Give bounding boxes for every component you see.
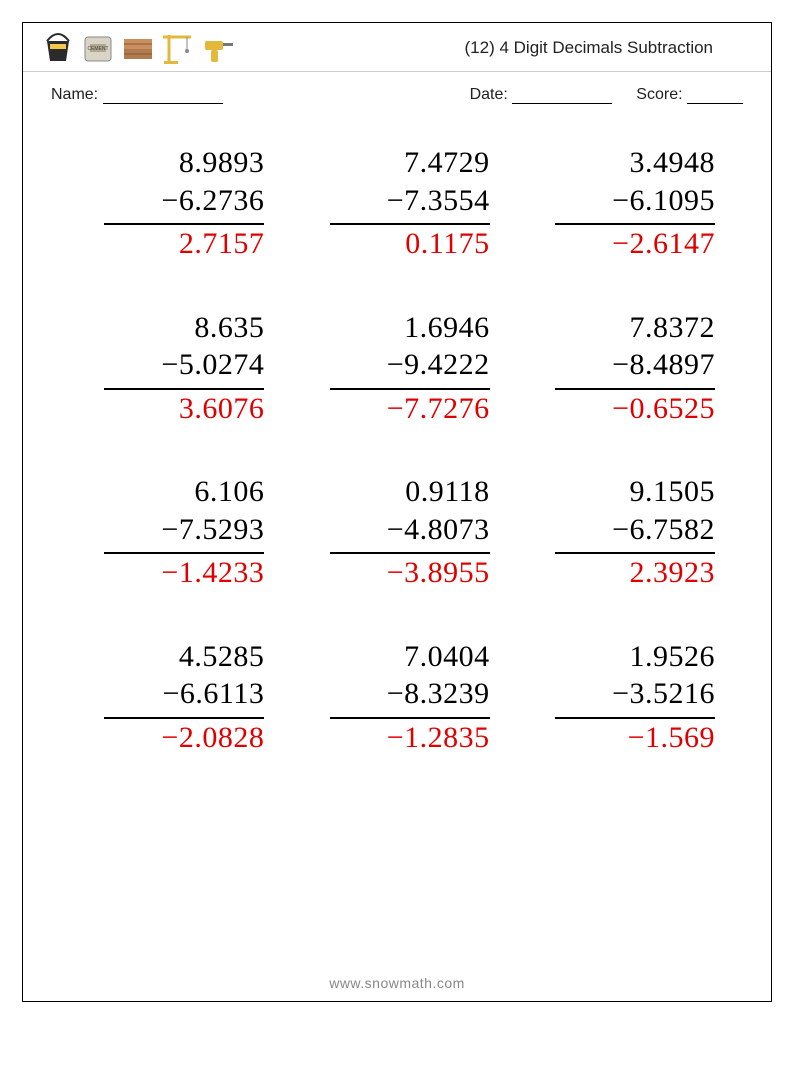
name-field: Name: [51,86,223,104]
cement-icon: CEMENT [81,31,115,65]
worksheet-header: CEMENT (12) 4 Digit Decimals Subtraction [23,23,771,72]
date-label: Date: [470,86,508,103]
result: 2.7157 [104,225,264,263]
operand-1: 7.4729 [330,144,490,182]
result: −0.6525 [555,390,715,428]
operand-1: 7.8372 [555,309,715,347]
header-icons: CEMENT [41,31,235,65]
operand-2: −3.5216 [555,675,715,713]
operand-2: −7.3554 [330,182,490,220]
problem-11: 7.0404−8.3239 −1.2835 [304,638,489,757]
result: 3.6076 [104,390,264,428]
problem-1: 8.9893−6.2736 2.7157 [79,144,264,263]
problem-3: 3.4948−6.1095 −2.6147 [530,144,715,263]
operand-2: −8.3239 [330,675,490,713]
footer-url: www.snowmath.com [23,975,771,991]
score-label: Score: [636,86,682,103]
operand-1: 9.1505 [555,473,715,511]
operand-1: 1.6946 [330,309,490,347]
operand-1: 7.0404 [330,638,490,676]
problem-4: 8.635−5.0274 3.6076 [79,309,264,428]
operand-2: −5.0274 [104,346,264,384]
operand-1: 3.4948 [555,144,715,182]
operand-2: −6.1095 [555,182,715,220]
result: −1.569 [555,719,715,757]
operand-2: −6.7582 [555,511,715,549]
worksheet-meta: Name: Date: Score: [23,72,771,104]
result: −2.6147 [555,225,715,263]
result: −1.4233 [104,554,264,592]
svg-text:CEMENT: CEMENT [87,46,108,52]
score-field: Score: [636,86,743,104]
result: −2.0828 [104,719,264,757]
operand-2: −9.4222 [330,346,490,384]
problem-9: 9.1505−6.7582 2.3923 [530,473,715,592]
operand-2: −8.4897 [555,346,715,384]
operand-1: 6.106 [104,473,264,511]
problem-8: 0.9118−4.8073 −3.8955 [304,473,489,592]
date-field: Date: [470,86,613,104]
name-label: Name: [51,86,98,103]
wood-icon [121,31,155,65]
result: −7.7276 [330,390,490,428]
operand-1: 8.635 [104,309,264,347]
result: −3.8955 [330,554,490,592]
name-blank[interactable] [103,89,223,104]
problems-grid: 8.9893−6.2736 2.7157 7.4729−7.3554 0.1175 3.… [23,104,771,756]
operand-2: −7.5293 [104,511,264,549]
problem-2: 7.4729−7.3554 0.1175 [304,144,489,263]
problem-7: 6.106−7.5293 −1.4233 [79,473,264,592]
date-blank[interactable] [512,89,612,104]
operand-1: 8.9893 [104,144,264,182]
problem-12: 1.9526−3.5216 −1.569 [530,638,715,757]
result: 2.3923 [555,554,715,592]
problem-6: 7.8372−8.4897 −0.6525 [530,309,715,428]
operand-1: 0.9118 [330,473,490,511]
operand-1: 4.5285 [104,638,264,676]
result: 0.1175 [330,225,490,263]
drill-icon [201,31,235,65]
result: −1.2835 [330,719,490,757]
score-blank[interactable] [687,89,743,104]
worksheet-page: CEMENT (12) 4 Digit Decimals Subtraction… [22,22,772,1002]
crane-icon [161,31,195,65]
bucket-icon [41,31,75,65]
worksheet-title: (12) 4 Digit Decimals Subtraction [465,38,713,58]
operand-2: −6.6113 [104,675,264,713]
operand-2: −4.8073 [330,511,490,549]
problem-5: 1.6946−9.4222 −7.7276 [304,309,489,428]
problem-10: 4.5285−6.6113 −2.0828 [79,638,264,757]
operand-1: 1.9526 [555,638,715,676]
operand-2: −6.2736 [104,182,264,220]
